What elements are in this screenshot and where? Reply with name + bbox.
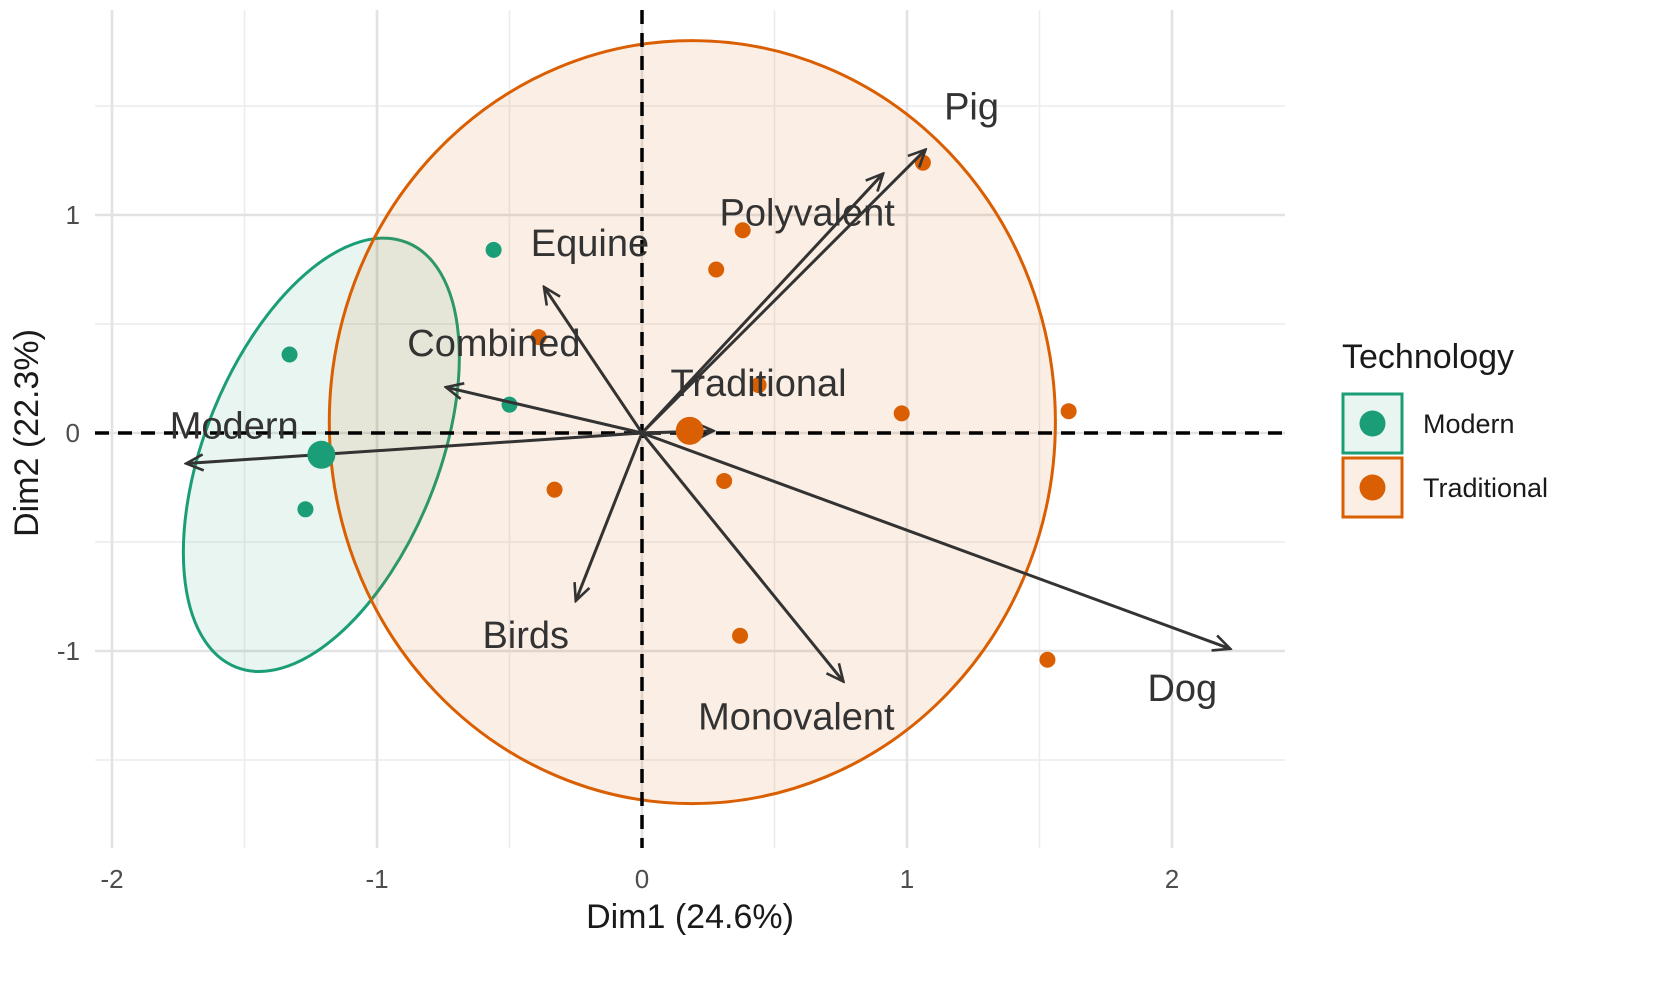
y-tick-label: 1: [66, 200, 80, 230]
point-traditional: [1039, 651, 1056, 668]
point-traditional: [1060, 403, 1077, 420]
legend-marker-traditional: [1359, 474, 1386, 501]
arrow-combined: [446, 387, 643, 435]
arrow-pig: [640, 150, 926, 435]
x-tick-label: 0: [635, 864, 649, 894]
group-centroids: [307, 416, 704, 469]
variable-label-birds: Birds: [482, 615, 569, 657]
point-traditional: [734, 222, 751, 239]
arrow-dog: [641, 431, 1230, 649]
legend-key-modern: [1341, 392, 1404, 455]
point-traditional: [708, 261, 725, 278]
x-tick-label: 2: [1165, 864, 1179, 894]
y-axis-title: Dim2 (22.3%): [8, 329, 46, 537]
legend-key-traditional: [1341, 456, 1404, 519]
y-tick-label: 0: [66, 418, 80, 448]
variable-label-traditional: Traditional: [671, 363, 847, 405]
point-modern: [297, 501, 314, 518]
x-tick-label: 1: [900, 864, 914, 894]
x-tick-label: -1: [365, 864, 388, 894]
variable-label-pig: Pig: [944, 87, 999, 129]
tick-labels: -2 -1 0 1 2 -1 0 1: [57, 200, 1179, 894]
legend-title: Technology: [1342, 338, 1514, 376]
arrow-monovalent: [640, 432, 843, 682]
variable-label-equine: Equine: [531, 223, 649, 265]
legend-label-modern: Modern: [1423, 409, 1515, 439]
variable-label-polyvalent: Polyvalent: [719, 193, 895, 235]
legend-marker-modern: [1359, 410, 1386, 437]
point-traditional: [716, 472, 733, 489]
variable-label-combined: Combined: [407, 323, 580, 365]
arrow-polyvalent: [640, 174, 883, 435]
legend: Technology Modern Traditional: [1341, 338, 1548, 519]
point-traditional: [750, 377, 767, 394]
variable-label-dog: Dog: [1147, 668, 1217, 710]
point-traditional: [893, 405, 910, 422]
legend-label-traditional: Traditional: [1423, 473, 1548, 503]
arrow-modern: [186, 431, 643, 464]
arrow-birds: [576, 432, 644, 601]
point-traditional: [530, 329, 547, 346]
x-axis-title: Dim1 (24.6%): [586, 898, 794, 936]
point-modern: [485, 241, 502, 258]
centroid-traditional: [675, 416, 704, 445]
x-tick-label: -2: [100, 864, 123, 894]
point-traditional: [732, 627, 749, 644]
minor-gridlines: [95, 10, 1285, 848]
arrow-equine: [544, 287, 644, 434]
centroid-modern: [307, 440, 336, 469]
variable-labels: Pig Polyvalent Equine Combined Traditional Mo…: [170, 87, 1217, 739]
variable-label-monovalent: Monovalent: [698, 697, 895, 739]
reference-lines: [95, 10, 1285, 848]
point-modern: [281, 346, 298, 363]
variable-arrows: [186, 150, 1230, 682]
y-tick-label: -1: [57, 636, 80, 666]
variable-label-modern: Modern: [170, 406, 299, 448]
point-traditional: [546, 481, 563, 498]
